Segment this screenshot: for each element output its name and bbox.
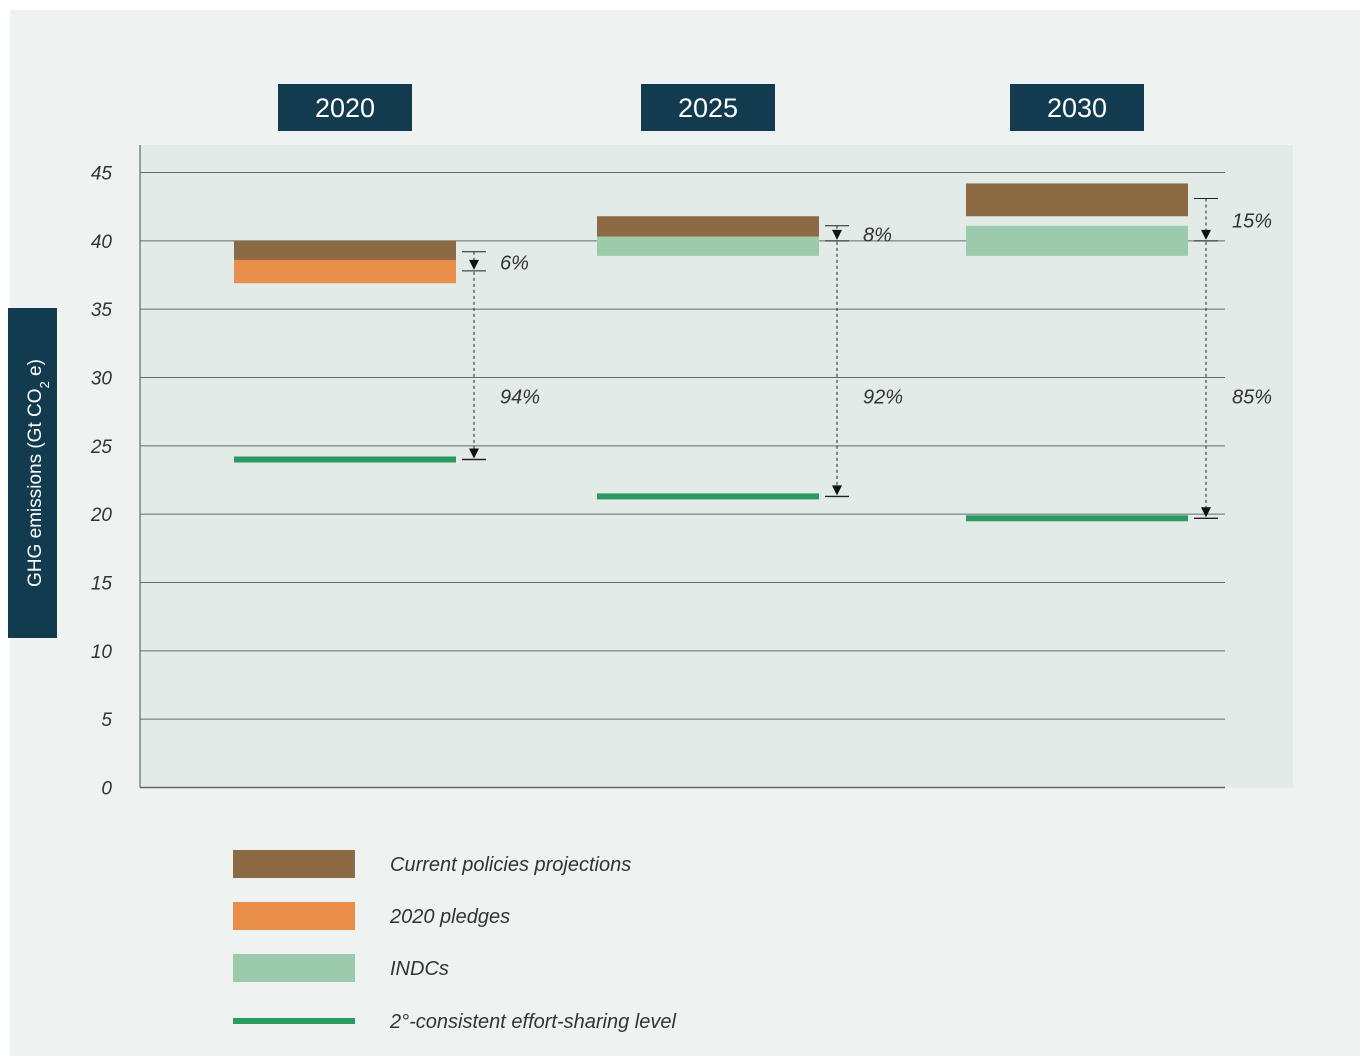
legend-label: INDCs <box>390 958 449 980</box>
gap-label-lower: 92% <box>863 387 903 409</box>
gap-arrowhead-upper <box>469 259 479 270</box>
gap-label-lower: 85% <box>1232 387 1272 409</box>
bar-current-policies-projections <box>597 216 819 237</box>
y-axis-label-box <box>8 308 57 638</box>
gap-label-upper: 8% <box>863 224 892 246</box>
bar-2020-pledges <box>234 259 456 284</box>
level-2-consistent-effort-sharing-level <box>234 456 456 463</box>
legend-swatch <box>233 850 355 878</box>
y-axis-label: GHG emissions (Gt CO2 e) <box>25 359 52 587</box>
gap-label-upper: 6% <box>500 252 529 274</box>
y-tick-label: 20 <box>90 505 113 526</box>
y-tick-label: 30 <box>91 369 113 390</box>
year-header-label: 2025 <box>678 93 738 123</box>
y-tick-label: 10 <box>91 642 113 663</box>
y-tick-label: 40 <box>91 232 113 253</box>
level-2-consistent-effort-sharing-level <box>597 493 819 500</box>
gap-arrowhead-upper <box>832 229 842 240</box>
gap-arrowhead-upper <box>1201 229 1211 240</box>
gap-arrowhead-lower <box>1201 507 1211 518</box>
bar-indcs <box>597 236 819 256</box>
gap-label-lower: 94% <box>500 387 540 409</box>
year-header-label: 2020 <box>315 93 375 123</box>
legend-label: Current policies projections <box>390 854 631 876</box>
y-tick-label: 25 <box>90 437 113 458</box>
bar-indcs <box>966 225 1188 256</box>
bar-current-policies-projections <box>234 240 456 260</box>
y-tick-label: 35 <box>91 300 113 321</box>
y-tick-label: 5 <box>101 710 112 731</box>
year-header-box <box>278 84 412 131</box>
y-tick-label: 45 <box>91 164 113 185</box>
gap-arrowhead-lower <box>832 485 842 496</box>
legend-swatch <box>233 1018 355 1024</box>
gap-arrowhead-lower <box>469 448 479 459</box>
gap-label-upper: 15% <box>1232 211 1272 233</box>
legend-label: 2°-consistent effort-sharing level <box>389 1011 676 1033</box>
year-header-box <box>1010 84 1144 131</box>
y-tick-label: 0 <box>101 779 112 800</box>
legend-swatch <box>233 902 355 930</box>
year-header-box <box>641 84 775 131</box>
level-2-consistent-effort-sharing-level <box>966 515 1188 522</box>
legend-swatch <box>233 954 355 982</box>
year-header-label: 2030 <box>1047 93 1107 123</box>
legend-label: 2020 pledges <box>389 906 510 928</box>
bar-current-policies-projections <box>966 183 1188 217</box>
y-tick-label: 15 <box>91 574 113 595</box>
